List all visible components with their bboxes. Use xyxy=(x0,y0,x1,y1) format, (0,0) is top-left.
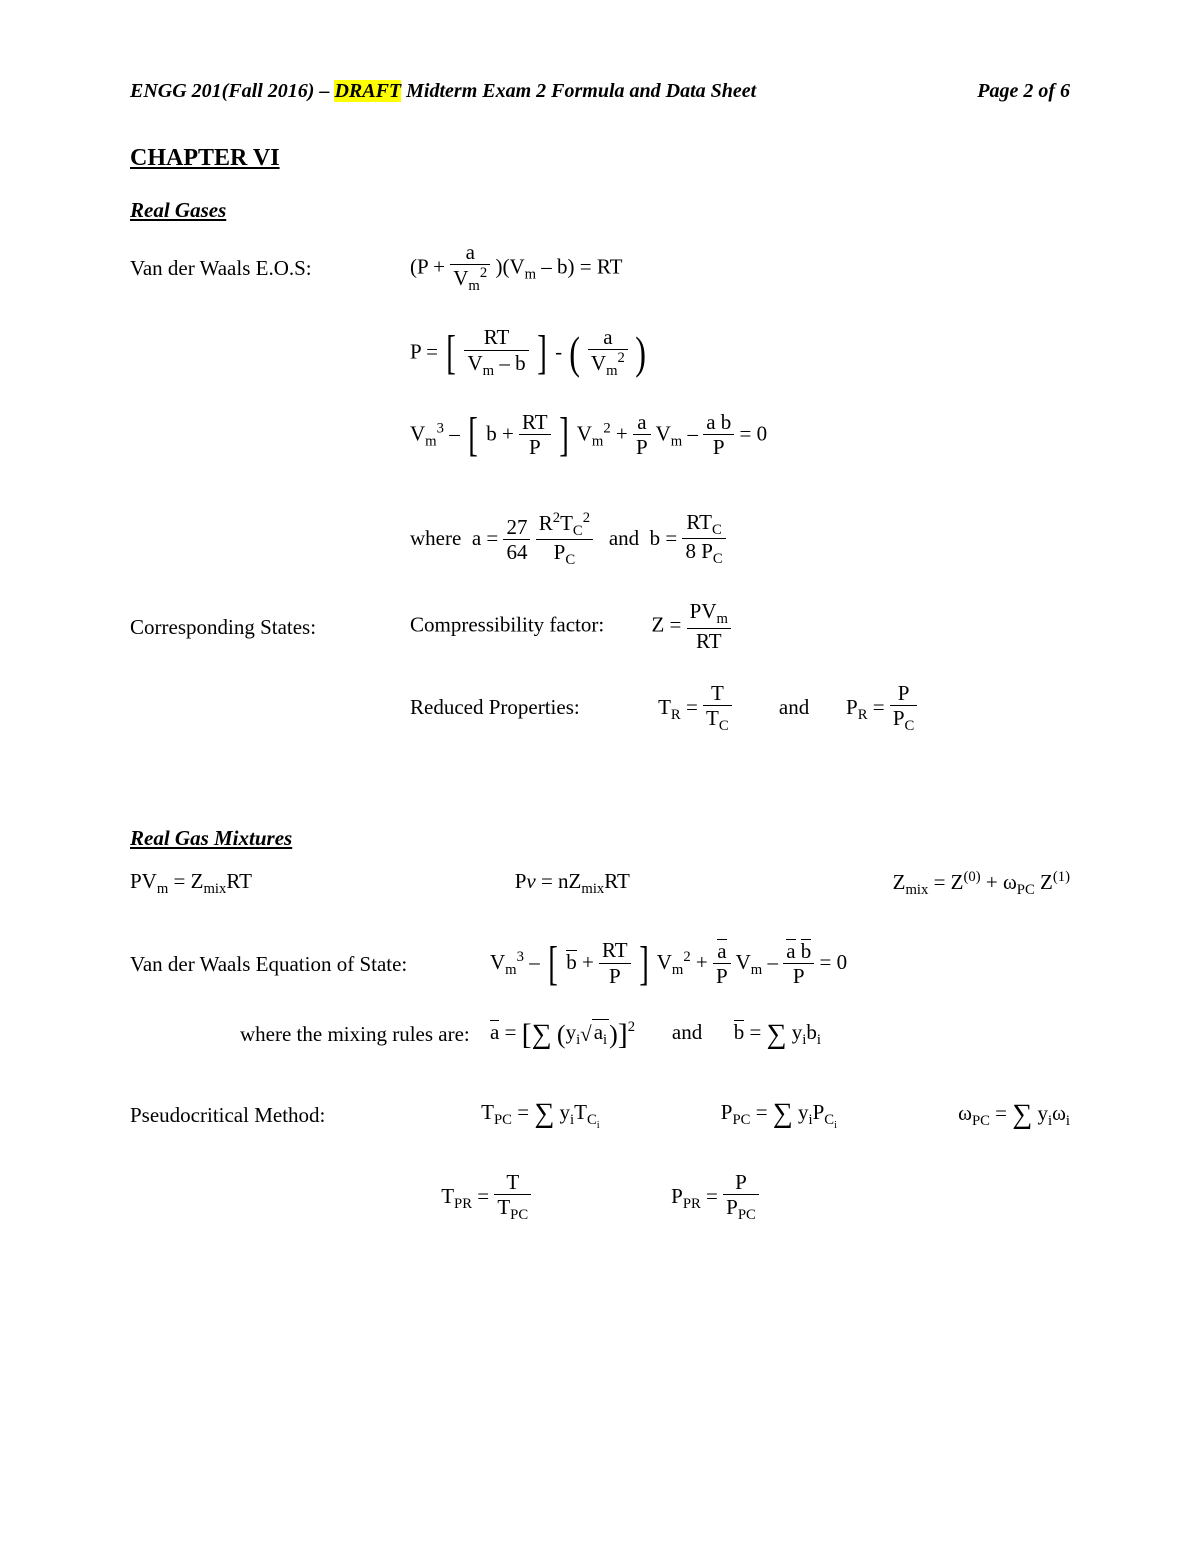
ppr-eq: PPR = PPPC xyxy=(671,1171,759,1225)
draft-badge: DRAFT xyxy=(334,80,401,102)
mixing-rules-row: where the mixing rules are: a = [∑ (yi√a… xyxy=(130,1019,1070,1049)
corresponding-label: Corresponding States: xyxy=(130,615,410,640)
header-title: Midterm Exam 2 Formula and Data Sheet xyxy=(401,80,756,102)
tpr-eq: TPR = TTPC xyxy=(441,1171,531,1225)
reduced-label: Reduced Properties: xyxy=(410,695,580,719)
mixing-rules-formula: a = [∑ (yi√ai)]2 and b = ∑ yibi xyxy=(490,1019,821,1049)
corresponding-row: Corresponding States: Compressibility fa… xyxy=(130,600,1070,654)
mixtures-row-1: PVm = ZmixRT Pν = nZmixRT Zmix = Z(0) + … xyxy=(130,869,1070,899)
pc-eq-3: ωPC = ∑ yiωi xyxy=(958,1101,1070,1130)
compressibility-label: Compressibility factor: xyxy=(410,613,604,637)
pr-row: TPR = TTPC PPR = PPPC xyxy=(130,1171,1070,1225)
section-mixtures: Real Gas Mixtures xyxy=(130,826,1070,851)
header-left: ENGG 201(Fall 2016) – DRAFT Midterm Exam… xyxy=(130,80,756,103)
page: ENGG 201(Fall 2016) – DRAFT Midterm Exam… xyxy=(0,0,1200,1553)
course-code: ENGG 201(Fall 2016) – xyxy=(130,80,334,102)
mix-eq-2: Pν = nZmixRT xyxy=(515,869,630,898)
pseudocritical-label: Pseudocritical Method: xyxy=(130,1103,360,1128)
reduced-props: Reduced Properties: TR = TTC and PR = PP… xyxy=(410,682,1070,736)
vdw-ab-defs: where a = 2764 R2TC2PC and b = RTC8 PC xyxy=(410,510,1070,570)
pc-eq-1: TPC = ∑ yiTCi xyxy=(481,1100,599,1131)
vdw-mix-formula: Vm3 – [ b + RTP ] Vm2 + aP Vm – a bP = 0 xyxy=(490,939,847,989)
vdw-formula-1: (P + aVm2 )(Vm – b) = RT xyxy=(410,241,1070,296)
compressibility-formula: Compressibility factor: Z = PVmRT xyxy=(410,600,1070,654)
page-header: ENGG 201(Fall 2016) – DRAFT Midterm Exam… xyxy=(130,80,1070,103)
chapter-title: CHAPTER VI xyxy=(130,145,1070,172)
mix-eq-3: Zmix = Z(0) + ωPC Z(1) xyxy=(893,869,1070,899)
vdw-formula-2: P = [ RTVm – b ] - ( aVm2 ) xyxy=(410,326,1070,381)
page-number: Page 2 of 6 xyxy=(977,80,1070,103)
pc-eq-2: PPC = ∑ yiPCi xyxy=(721,1100,837,1131)
vdw-mix-label: Van der Waals Equation of State: xyxy=(130,952,490,977)
and-label-1: and xyxy=(609,526,639,550)
vdw-mix-row: Van der Waals Equation of State: Vm3 – [… xyxy=(130,939,1070,989)
section-real-gases: Real Gases xyxy=(130,198,1070,223)
and-label-3: and xyxy=(672,1020,702,1044)
vdw-label: Van der Waals E.O.S: xyxy=(130,256,410,281)
mixing-rules-label: where the mixing rules are: xyxy=(240,1022,490,1047)
mix-eq-1: PVm = ZmixRT xyxy=(130,869,252,898)
vdw-row: Van der Waals E.O.S: (P + aVm2 )(Vm – b)… xyxy=(130,241,1070,296)
vdw-formula-3: Vm3 – [ b + RTP ] Vm2 + aP Vm – a bP = 0 xyxy=(410,411,1070,460)
pseudocritical-row: Pseudocritical Method: TPC = ∑ yiTCi PPC… xyxy=(130,1100,1070,1131)
and-label-2: and xyxy=(779,695,809,719)
where-label: where xyxy=(410,526,461,550)
